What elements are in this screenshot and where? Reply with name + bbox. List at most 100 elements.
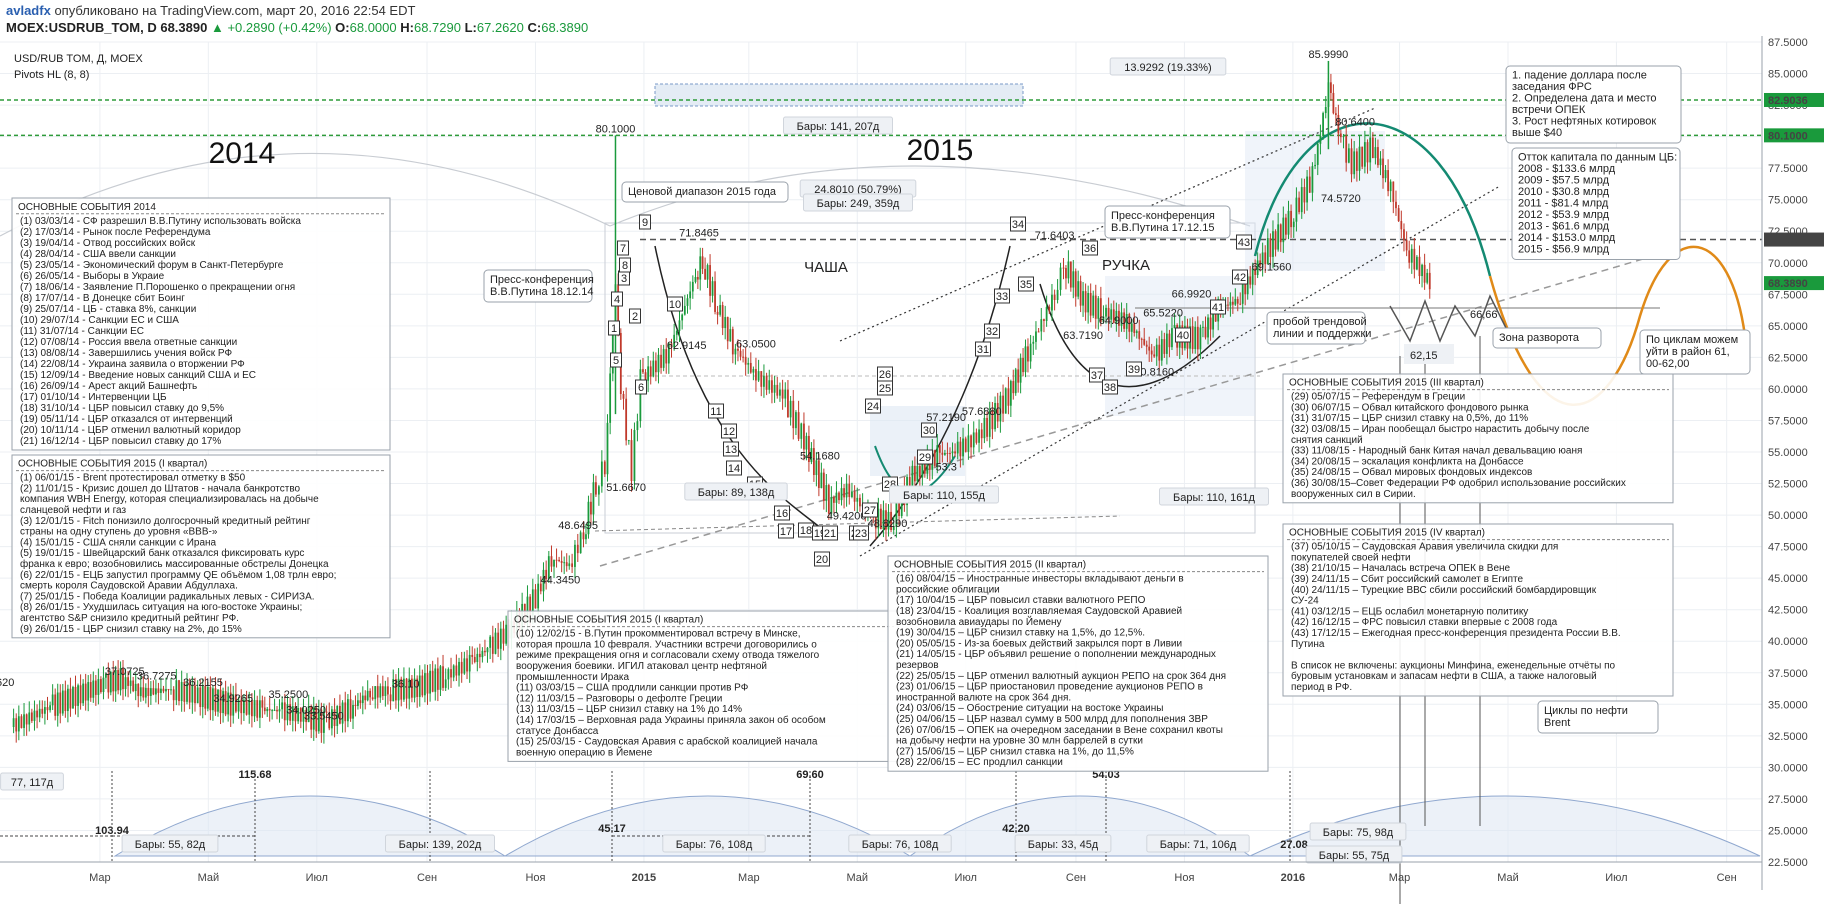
candle-body [167, 689, 170, 691]
range-label-bg [1159, 487, 1269, 506]
pivot-price-label: 71.6403 [1035, 230, 1075, 242]
candle-body [724, 317, 727, 329]
candle-body [765, 375, 768, 390]
events_2015_q1_bottom-line: вооружения боевики. ИГИЛ атаковал центр … [516, 660, 767, 672]
events_2014-line: (7) 18/06/14 - Заявление П.Порошенко о п… [20, 282, 295, 293]
pivot-number: 31 [977, 344, 989, 356]
candle-body [248, 699, 251, 715]
y-tick-label: 65.0000 [1768, 321, 1808, 333]
x-tick-label: 2016 [1281, 872, 1305, 884]
candle-body [1311, 166, 1314, 193]
price-level-tag [1764, 276, 1824, 291]
candle-body [1377, 147, 1379, 166]
pivot-number: 29 [919, 452, 931, 464]
pivot-price-label: 3620 [0, 677, 14, 689]
candle-body [951, 451, 954, 454]
candle-body [749, 362, 752, 373]
candle-body [1282, 217, 1285, 243]
x-tick-label: Мар [89, 872, 111, 884]
candle-body [1416, 256, 1418, 270]
pivot-number-box [635, 379, 647, 395]
reversal-zone-line: Зона разворота [1499, 332, 1580, 344]
candle-body [670, 343, 673, 348]
candle-body [38, 708, 41, 718]
candle-body [196, 687, 199, 704]
candle-body [1236, 298, 1239, 304]
candle-body [704, 268, 706, 280]
author-link[interactable]: avladfx [6, 3, 51, 18]
y-tick-label: 47.5000 [1768, 542, 1808, 554]
candle-body [162, 688, 165, 692]
candle-body [1334, 113, 1337, 116]
candle-body [424, 673, 426, 696]
candle-body [165, 689, 167, 692]
pivot-number-box [921, 422, 937, 438]
candle-body [1153, 354, 1156, 357]
candle-body [1363, 142, 1366, 167]
trend-break-line: линии и поддержки [1273, 328, 1371, 340]
press-2014-line: Пресс-конференция [490, 274, 594, 286]
pivot-price-label: 34.0250 [286, 705, 326, 717]
pivot-price-label: 66.9920 [1172, 289, 1212, 301]
candle-body [1389, 181, 1392, 192]
candle-body [82, 683, 85, 704]
candle-body [1264, 252, 1267, 265]
candle-body [333, 709, 336, 727]
events_2015_q2-line: (16) 08/04/15 – Иностранные инвесторы вк… [896, 574, 1184, 585]
candle-body [1400, 221, 1403, 230]
projection-value: 66,66 [1470, 309, 1498, 321]
candle-body [359, 700, 362, 704]
candle-body [431, 670, 434, 692]
pivot-number-box [610, 352, 622, 368]
candle-body [1239, 303, 1242, 305]
candle-body [1027, 346, 1029, 362]
candle-body [625, 398, 628, 441]
candle-body [895, 499, 898, 527]
candle-body [413, 678, 416, 698]
candle-body [1371, 137, 1374, 159]
candle-body [1314, 164, 1316, 167]
candle-body [1065, 268, 1067, 279]
range-label-bg [889, 485, 999, 504]
candle-body [243, 699, 245, 714]
events_2014-line: (20) 10/11/14 - ЦБР отменил валютный кор… [20, 425, 241, 436]
events_2015_q1_bottom-line: (10) 12/02/15 - В.Путин прокомментировал… [516, 629, 800, 640]
press-2015-line: В.В.Путина 17.12.15 [1111, 222, 1214, 234]
candle-body [1272, 231, 1274, 257]
year-label-2014: 2014 [209, 137, 276, 170]
candle-body [851, 491, 853, 498]
candle-body [418, 675, 421, 697]
candle-body [1249, 276, 1252, 285]
events_2015_q2-line: (24) 03/06/15 – Обострение ситуации на в… [896, 702, 1163, 714]
candle-body [134, 683, 137, 692]
events_2015_q1_left-line: смерть короля Саудовской Аравии Абдуллах… [20, 580, 238, 592]
events_2014-line: (9) 25/07/14 - ЦБ - ставка 8%, санкции [20, 304, 196, 315]
range-label-bg [121, 834, 219, 853]
pivot-number-box [639, 214, 651, 230]
pivot-number-box [865, 398, 881, 414]
price-level-value: 71.8400 [1768, 235, 1808, 247]
events_2014-line: (2) 17/03/14 - Рынок после Референдума [20, 226, 211, 238]
events_2014-line: (6) 26/05/14 - Выборы в Украие [20, 270, 165, 282]
candle-body [458, 661, 460, 676]
events_2015_q3-line: (31) 31/07/15 – ЦБР снизил ставку на 0,5… [1291, 413, 1528, 424]
events_2015_q4-box [1282, 523, 1674, 697]
x-tick-label: Май [846, 872, 868, 884]
candle-body [560, 560, 563, 564]
candle-body [186, 683, 188, 702]
y-tick-label: 35.0000 [1768, 699, 1808, 711]
events_2015_q4-line: (42) 16/12/15 – ФРС повысил ставки вперв… [1291, 617, 1558, 628]
events_2015_q1_bottom-line: режиме прекращения огня и согласовали сх… [516, 650, 820, 661]
candle-body [59, 692, 62, 714]
candle-body [1035, 331, 1037, 342]
candle-body [416, 678, 419, 697]
candle-body [157, 688, 160, 693]
candle-body [476, 653, 479, 663]
candle-body [400, 678, 403, 700]
candle-body [792, 400, 795, 429]
symbol-name[interactable]: MOEX:USDRUB_TOM, D [6, 20, 157, 35]
candle-body [874, 517, 877, 529]
candle-body [1115, 310, 1118, 323]
candle-body [206, 687, 209, 709]
